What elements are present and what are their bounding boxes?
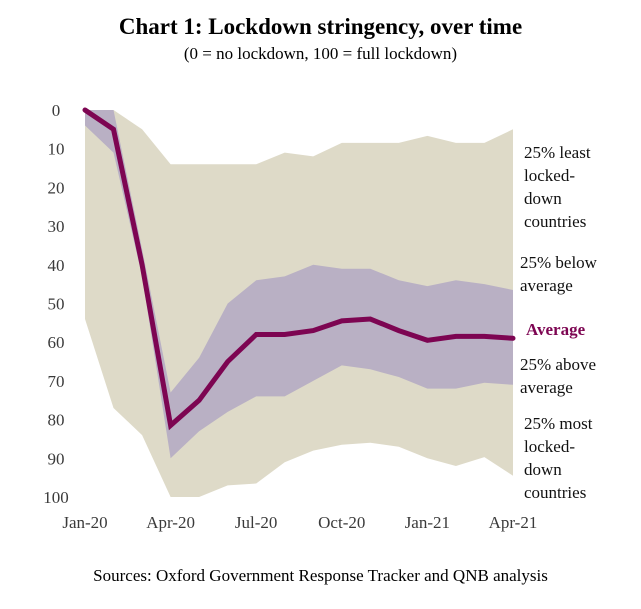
legend-label: average (520, 276, 573, 295)
y-tick-label: 100 (43, 488, 69, 507)
legend-label: Average (526, 320, 586, 339)
legend-label: locked- (524, 437, 575, 456)
x-tick-label: Jan-21 (405, 513, 450, 532)
legend-label: down (524, 460, 562, 479)
legend-label: 25% below (520, 253, 598, 272)
legend-item-above: 25% above average (520, 355, 596, 397)
legend: 25% least locked-down countries 25% below av… (520, 143, 598, 502)
y-tick-label: 0 (52, 101, 61, 120)
legend-label: countries (524, 483, 586, 502)
bands-group (85, 110, 513, 497)
inner-band-area (85, 110, 513, 459)
y-tick-label: 80 (48, 411, 65, 430)
x-tick-label: Jul-20 (235, 513, 278, 532)
legend-label: 25% least (524, 143, 591, 162)
y-axis: 0 10 20 30 40 50 60 70 80 90 100 (43, 101, 69, 507)
x-axis: Jan-20 Apr-20 Jul-20 Oct-20 Jan-21 Apr-21 (62, 513, 537, 532)
y-tick-label: 90 (48, 449, 65, 468)
legend-item-least: 25% least locked-down countries (524, 143, 591, 231)
chart-subtitle: (0 = no lockdown, 100 = full lockdown) (183, 44, 458, 63)
legend-label: locked- (524, 166, 575, 185)
chart-title: Chart 1: Lockdown stringency, over time (118, 14, 523, 39)
x-tick-label: Oct-20 (318, 513, 365, 532)
y-tick-label: 30 (48, 217, 65, 236)
chart-source: Sources: Oxford Government Response Trac… (93, 566, 548, 585)
x-tick-label: Apr-21 (489, 513, 538, 532)
y-tick-label: 20 (48, 178, 65, 197)
y-tick-label: 50 (48, 295, 65, 314)
y-tick-label: 70 (48, 372, 65, 391)
y-tick-label: 10 (48, 140, 65, 159)
y-tick-label: 40 (48, 256, 65, 275)
y-tick-label: 60 (48, 333, 65, 352)
lines-group (82, 107, 516, 431)
legend-label: down (524, 189, 562, 208)
legend-label: 25% above (520, 355, 596, 374)
legend-item-most: 25% most locked-down countries (524, 414, 593, 502)
legend-item-avg: Average (526, 320, 586, 339)
legend-item-below: 25% below average (520, 253, 598, 295)
average-line (82, 107, 516, 431)
legend-label: countries (524, 212, 586, 231)
legend-label: 25% most (524, 414, 593, 433)
x-tick-label: Jan-20 (62, 513, 107, 532)
x-tick-label: Apr-20 (146, 513, 195, 532)
legend-label: average (520, 378, 573, 397)
